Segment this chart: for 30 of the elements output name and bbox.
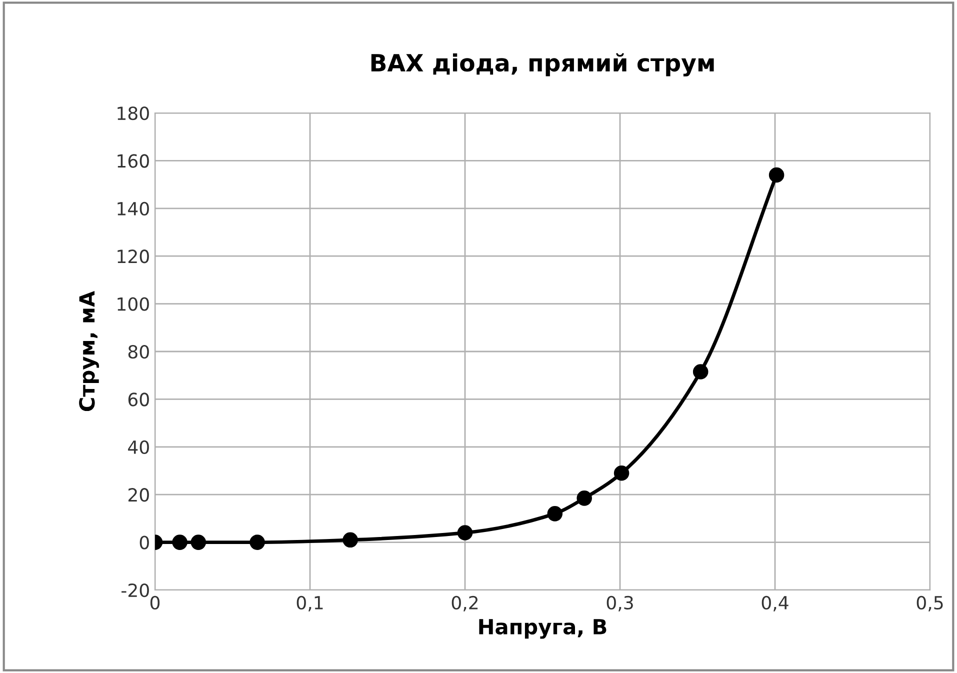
point bbox=[576, 490, 592, 506]
chart-title: ВАХ діода, прямий струм bbox=[371, 53, 714, 76]
x-tick-label: 0,1 bbox=[296, 596, 323, 612]
point bbox=[547, 506, 563, 522]
y-tick-label: 40 bbox=[128, 440, 149, 454]
point bbox=[614, 465, 630, 481]
x-tick-label: 0,5 bbox=[916, 596, 943, 612]
y-tick-label: 80 bbox=[128, 344, 149, 359]
x-tick-label: 0,4 bbox=[762, 596, 788, 612]
point bbox=[692, 364, 708, 380]
x-axis-title: Напруга, В bbox=[479, 619, 606, 639]
point bbox=[190, 534, 206, 550]
y-tick-label: 0 bbox=[140, 536, 149, 550]
point bbox=[172, 534, 188, 550]
y-tick-label: -20 bbox=[122, 583, 149, 598]
y-tick-label: 100 bbox=[118, 297, 149, 311]
x-tick-label: 0 bbox=[150, 596, 160, 610]
point bbox=[342, 532, 358, 548]
point bbox=[768, 167, 784, 183]
y-tick-label: 140 bbox=[118, 202, 149, 216]
point bbox=[250, 534, 265, 550]
y-tick-label: 60 bbox=[128, 392, 149, 406]
y-tick-label: 20 bbox=[128, 488, 149, 502]
y-axis-title: Струм, мА bbox=[79, 290, 100, 412]
x-tick-label: 0,2 bbox=[452, 596, 478, 612]
point bbox=[457, 525, 473, 540]
y-tick-label: 180 bbox=[118, 106, 149, 120]
x-tick-label: 0,3 bbox=[606, 596, 633, 612]
y-tick-label: 120 bbox=[118, 250, 149, 264]
y-tick-label: 160 bbox=[118, 154, 149, 168]
